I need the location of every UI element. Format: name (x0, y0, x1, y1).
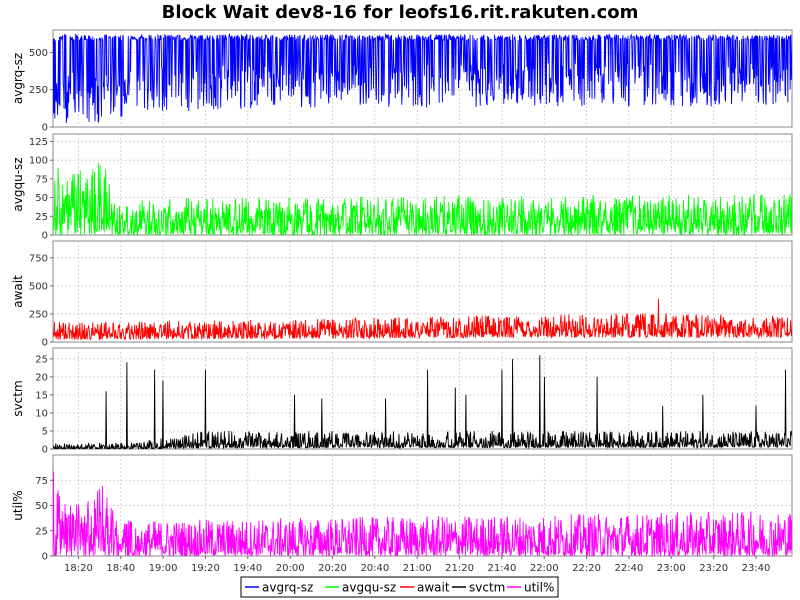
y-tick-label: 75 (35, 476, 48, 487)
series-line-await (53, 298, 792, 341)
y-axis-label: svctm (11, 380, 25, 416)
x-tick-label: 20:00 (276, 563, 305, 574)
x-tick-label: 19:20 (191, 563, 220, 574)
chart-title: Block Wait dev8-16 for leofs16.rit.rakut… (162, 2, 639, 23)
legend-box (240, 576, 559, 598)
y-tick-label: 50 (35, 193, 48, 204)
y-tick-label: 25 (35, 354, 48, 365)
x-axis: 18:20 18:40 19:00 19:20 19:40 20:00 20:20 20:40… (64, 556, 770, 574)
panel-await: 0 250 500 750 await (11, 240, 793, 349)
y-tick-label: 100 (29, 156, 48, 167)
legend-label: util% (524, 581, 554, 595)
x-tick-label: 18:40 (106, 563, 135, 574)
y-tick-label: 10 (35, 408, 48, 419)
x-tick-label: 21:20 (445, 563, 474, 574)
panel-svctm: 0 5 10 15 20 25 svctm (11, 347, 793, 456)
series-line-svctm (53, 355, 792, 449)
x-tick-label: 18:20 (64, 563, 93, 574)
legend-label: await (417, 581, 450, 595)
legend-item-util%: util% (507, 581, 554, 595)
legend-item-avgqu-sz: avgqu-sz (325, 581, 396, 595)
y-tick-label: 250 (29, 309, 48, 320)
legend-label: avgqu-sz (342, 581, 396, 595)
x-tick-label: 20:40 (360, 563, 389, 574)
x-tick-label: 22:20 (572, 563, 601, 574)
y-tick-label: 500 (29, 281, 48, 292)
y-axis-label: avgrq-sz (11, 53, 25, 104)
y-tick-label: 25 (35, 212, 48, 223)
y-tick-label: 15 (35, 390, 48, 401)
y-tick-label: 750 (29, 253, 48, 264)
y-tick-label: 20 (35, 372, 48, 383)
y-tick-label: 500 (29, 48, 48, 59)
x-tick-label: 22:00 (530, 563, 559, 574)
y-tick-label: 0 (42, 338, 48, 349)
y-tick-label: 50 (35, 501, 48, 512)
x-tick-label: 23:20 (699, 563, 728, 574)
panel-util%: 0 25 50 75 util% (11, 454, 793, 563)
y-tick-label: 5 (42, 426, 48, 437)
series-line-avgqu-sz (53, 162, 792, 235)
panel-avgrq-sz: 0 250 500 avgrq-sz (11, 29, 793, 134)
legend-label: avgrq-sz (262, 581, 313, 595)
series-line-avgrq-sz (53, 32, 792, 124)
y-axis-label: util% (11, 490, 25, 520)
y-tick-label: 0 (42, 231, 48, 242)
x-tick-label: 20:20 (318, 563, 347, 574)
y-tick-label: 0 (42, 445, 48, 456)
legend-item-await: await (400, 581, 450, 595)
panels: 0250500avgrq-sz0255075100125avgqu-sz0250… (11, 29, 793, 563)
y-tick-label: 0 (42, 552, 48, 563)
x-tick-label: 19:00 (149, 563, 178, 574)
y-tick-label: 125 (29, 137, 48, 148)
x-tick-label: 23:40 (742, 563, 771, 574)
legend-item-svctm: svctm (452, 581, 505, 595)
legend-label: svctm (469, 581, 505, 595)
panel-avgqu-sz: 0 25 50 75 100 125 avgqu-sz (11, 133, 793, 242)
x-tick-label: 23:00 (657, 563, 686, 574)
x-tick-label: 19:40 (233, 563, 262, 574)
legend: avgrq-sz avgqu-sz await svctm util% (240, 576, 559, 598)
legend-item-avgrq-sz: avgrq-sz (245, 581, 313, 595)
y-tick-label: 250 (29, 85, 48, 96)
series-line-util% (53, 471, 792, 556)
y-axis-label: await (11, 275, 25, 308)
plot-area (52, 347, 793, 450)
y-axis-label: avgqu-sz (11, 157, 25, 211)
x-tick-label: 22:40 (615, 563, 644, 574)
x-tick-label: 21:40 (487, 563, 516, 574)
y-tick-label: 75 (35, 174, 48, 185)
x-tick-label: 21:00 (403, 563, 432, 574)
y-tick-label: 0 (42, 123, 48, 134)
y-tick-label: 25 (35, 526, 48, 537)
